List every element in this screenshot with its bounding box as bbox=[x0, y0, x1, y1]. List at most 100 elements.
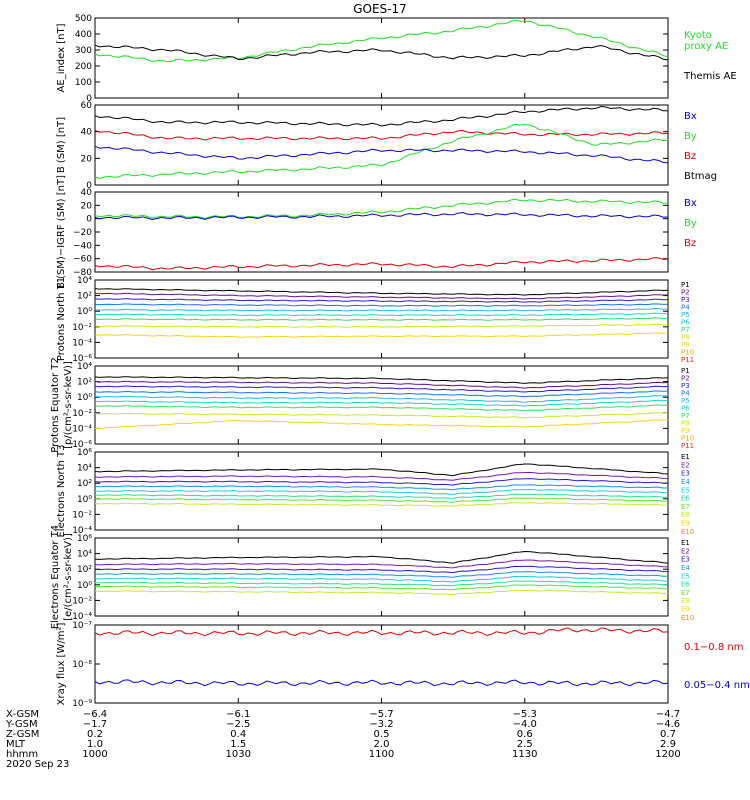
y-tick-label: 10⁰ bbox=[77, 307, 92, 317]
y-tick-label: 10⁴ bbox=[77, 276, 92, 286]
ephemeris-value: −1.7 bbox=[83, 719, 107, 730]
y-tick-label: 400 bbox=[75, 30, 92, 40]
legend-label-e8: E8 bbox=[681, 597, 690, 605]
y-tick-label: 10⁶ bbox=[77, 534, 92, 544]
ephemeris-value: −5.7 bbox=[369, 709, 393, 720]
flux-line-3-1 bbox=[94, 292, 669, 300]
legend-label-e6: E6 bbox=[681, 495, 690, 503]
y-tick-label: 10⁻⁴ bbox=[72, 338, 92, 348]
series-line-0-1 bbox=[94, 44, 669, 61]
flux-line-3-0 bbox=[94, 288, 669, 296]
panel-frame-6 bbox=[94, 537, 669, 617]
y-tick-label: 0 bbox=[86, 215, 92, 225]
panel-frame-1 bbox=[94, 104, 669, 186]
flux-line-4-3 bbox=[94, 390, 669, 398]
legend-label: Themis AE bbox=[683, 71, 737, 82]
legend-label: By bbox=[684, 218, 697, 229]
legend-label-p8: P8 bbox=[681, 419, 690, 427]
flux-line-5-0 bbox=[94, 463, 669, 477]
legend-label: Bz bbox=[684, 238, 696, 249]
y-tick-label: 0 bbox=[86, 181, 92, 191]
ephemeris-value: 2.5 bbox=[517, 739, 533, 750]
legend-label-e3: E3 bbox=[681, 556, 690, 564]
y-axis-label: AE_index [nT] bbox=[56, 23, 67, 92]
flux-line-6-0 bbox=[94, 550, 669, 564]
ephemeris-label-mlt: MLT bbox=[6, 739, 26, 750]
legend-label-e9: E9 bbox=[681, 606, 690, 614]
flux-line-3-8 bbox=[94, 332, 669, 338]
flux-line-5-4 bbox=[94, 488, 669, 495]
y-tick-label: 10⁻² bbox=[72, 409, 92, 419]
y-tick-label: 10⁻⁴ bbox=[72, 612, 92, 622]
ephemeris-value: 2.9 bbox=[660, 739, 676, 750]
flux-line-6-2 bbox=[94, 565, 669, 574]
series-line-1-2 bbox=[94, 123, 669, 179]
legend-label-p3: P3 bbox=[681, 296, 690, 304]
ephemeris-value: 0.4 bbox=[230, 729, 246, 740]
y-axis-label: Xray flux [W/m²] bbox=[56, 623, 67, 706]
y-tick-label: 10² bbox=[77, 378, 92, 388]
ephemeris-value: −3.2 bbox=[369, 719, 393, 730]
legend-label-p4: P4 bbox=[681, 303, 690, 311]
legend-label: Bz bbox=[684, 151, 696, 162]
legend-label: Btmag bbox=[684, 171, 717, 182]
series-line-7-0 bbox=[94, 627, 669, 637]
y-tick-label: 10⁴ bbox=[77, 550, 92, 560]
legend-label-e2: E2 bbox=[681, 547, 690, 555]
panel-frame-2 bbox=[94, 191, 669, 273]
legend-label: By bbox=[684, 131, 697, 142]
flux-line-4-1 bbox=[94, 380, 669, 389]
y-tick-label: 60 bbox=[81, 101, 93, 111]
y-tick-label: 10⁻² bbox=[72, 510, 92, 520]
ephemeris-value: −4.7 bbox=[656, 709, 680, 720]
y-axis-label: Protons Equator T2 bbox=[50, 357, 61, 453]
flux-line-6-3 bbox=[94, 571, 668, 578]
flux-line-6-6 bbox=[94, 584, 668, 591]
y-tick-label: 10⁻⁴ bbox=[72, 424, 92, 434]
y-tick-label: 10⁴ bbox=[77, 362, 92, 372]
legend-label-p7: P7 bbox=[681, 412, 690, 420]
series-line-1-0 bbox=[94, 105, 669, 127]
ephemeris-value: 0.2 bbox=[87, 729, 103, 740]
legend-label-p9: P9 bbox=[681, 341, 690, 349]
y-tick-label: −20 bbox=[73, 228, 92, 238]
y-tick-label: 10⁴ bbox=[77, 464, 92, 474]
ephemeris-label-y-gsm: Y-GSM bbox=[5, 719, 38, 730]
ephemeris-value: 1030 bbox=[226, 749, 251, 760]
legend-label-p1: P1 bbox=[681, 367, 690, 375]
legend-label-p7: P7 bbox=[681, 326, 690, 334]
legend-label-p6: P6 bbox=[681, 404, 690, 412]
series-line-7-1 bbox=[94, 679, 669, 687]
y-tick-label: 200 bbox=[75, 62, 92, 72]
y-tick-label: 10⁻⁷ bbox=[72, 621, 92, 631]
legend-label: Bx bbox=[684, 198, 697, 209]
legend-label: proxy AE bbox=[684, 41, 728, 52]
y-tick-label: 40 bbox=[81, 128, 93, 138]
y-tick-label: −60 bbox=[73, 255, 92, 265]
flux-line-4-8 bbox=[94, 419, 669, 430]
y-tick-label: 0 bbox=[86, 94, 92, 104]
y-axis-label: Electrons Equator T4 bbox=[50, 525, 61, 629]
ephemeris-value: −5.3 bbox=[513, 709, 537, 720]
panel-frame-4 bbox=[94, 365, 669, 445]
y-axis-label: B (SM)−IGRF (SM) [nT] bbox=[56, 175, 67, 289]
ephemeris-value: 1130 bbox=[512, 749, 537, 760]
y-tick-label: 10⁻⁶ bbox=[72, 440, 92, 450]
series-line-0-0 bbox=[94, 19, 669, 63]
y-tick-label: 10⁻² bbox=[72, 323, 92, 333]
y-axis-label-units: [p/(cm²-s-sr-keV)] bbox=[63, 361, 74, 449]
ephemeris-value: 1200 bbox=[655, 749, 680, 760]
y-axis-label-units: [e/(cm²-s-sr-keV)] bbox=[63, 533, 74, 621]
ephemeris-value: −4.6 bbox=[656, 719, 680, 730]
ephemeris-label-x-gsm: X-GSM bbox=[6, 709, 39, 720]
y-tick-label: 10⁶ bbox=[77, 448, 92, 458]
flux-line-5-2 bbox=[94, 478, 669, 486]
panel-frame-0 bbox=[94, 17, 669, 99]
legend-label-e1: E1 bbox=[681, 539, 690, 547]
series-line-2-2 bbox=[94, 257, 669, 271]
flux-line-4-7 bbox=[94, 412, 669, 419]
flux-line-4-2 bbox=[94, 385, 669, 393]
y-axis-label: B (SM) [nT] bbox=[56, 117, 67, 173]
legend-label-e6: E6 bbox=[681, 581, 690, 589]
